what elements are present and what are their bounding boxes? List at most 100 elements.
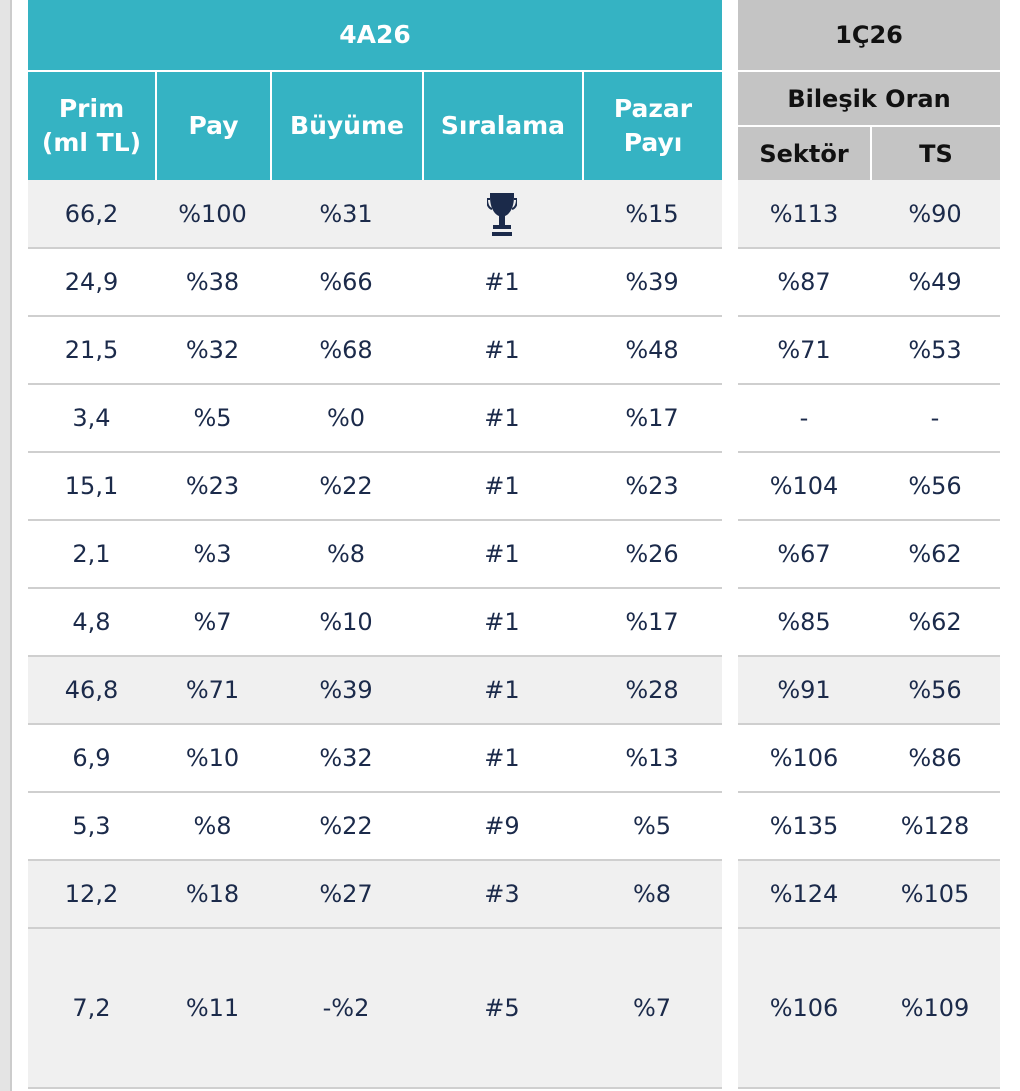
cell: %0 bbox=[326, 404, 366, 432]
side-bar bbox=[0, 0, 12, 1091]
row-bg bbox=[738, 316, 1000, 384]
cell: 66,2 bbox=[64, 200, 119, 228]
cell: %3 bbox=[193, 540, 232, 568]
cell: %8 bbox=[632, 880, 672, 908]
cell: %15 bbox=[625, 200, 679, 228]
row-bg bbox=[738, 724, 1000, 792]
cell: 6,9 bbox=[72, 744, 111, 772]
row-bg bbox=[28, 384, 722, 452]
cell: %85 bbox=[777, 608, 831, 636]
row-divider bbox=[28, 519, 722, 521]
cell: %71 bbox=[185, 676, 240, 704]
row-divider bbox=[28, 451, 722, 453]
row-divider bbox=[738, 927, 1000, 929]
cell: %66 bbox=[319, 268, 373, 296]
column-header: Pay bbox=[157, 72, 270, 180]
row-bg bbox=[738, 792, 1000, 860]
header-title: 1Ç26 bbox=[738, 0, 1000, 70]
cell: #1 bbox=[484, 336, 520, 364]
cell: %39 bbox=[319, 676, 373, 704]
row-divider bbox=[28, 587, 722, 589]
cell: %10 bbox=[185, 744, 240, 772]
cell: %32 bbox=[319, 744, 373, 772]
cell: %26 bbox=[625, 540, 679, 568]
cell: 12,2 bbox=[64, 880, 119, 908]
cell: %32 bbox=[185, 336, 240, 364]
row-divider bbox=[738, 723, 1000, 725]
cell: 15,1 bbox=[64, 472, 119, 500]
cell: %31 bbox=[319, 200, 373, 228]
cell: %27 bbox=[319, 880, 373, 908]
cell: %8 bbox=[326, 540, 366, 568]
cell: %67 bbox=[777, 540, 831, 568]
cell: %104 bbox=[769, 472, 839, 500]
cell: %68 bbox=[319, 336, 373, 364]
column-header: Sıralama bbox=[424, 72, 582, 180]
column-header: Prim (ml TL) bbox=[28, 72, 155, 180]
trophy bbox=[487, 193, 517, 236]
cell: %5 bbox=[632, 812, 672, 840]
cell: 2,1 bbox=[72, 540, 111, 568]
row-bg bbox=[738, 656, 1000, 724]
cell: 21,5 bbox=[64, 336, 119, 364]
row-bg bbox=[28, 656, 722, 724]
cell: %7 bbox=[193, 608, 232, 636]
cell: %17 bbox=[625, 608, 679, 636]
row-divider bbox=[738, 383, 1000, 385]
row-bg bbox=[28, 180, 722, 248]
cell: %5 bbox=[193, 404, 232, 432]
cell: %106 bbox=[769, 744, 839, 772]
row-bg bbox=[28, 520, 722, 588]
cell: %53 bbox=[908, 336, 962, 364]
cell: %7 bbox=[632, 994, 672, 1022]
column-header: Büyüme bbox=[272, 72, 422, 180]
cell: 46,8 bbox=[64, 676, 119, 704]
row-bg bbox=[738, 520, 1000, 588]
cell: %13 bbox=[625, 744, 679, 772]
row-divider bbox=[28, 383, 722, 385]
cell: %71 bbox=[777, 336, 831, 364]
row-bg bbox=[28, 860, 722, 928]
row-divider bbox=[28, 723, 722, 725]
column-header: TS bbox=[872, 127, 1000, 180]
cell: %62 bbox=[908, 608, 962, 636]
cell: %17 bbox=[625, 404, 679, 432]
cell: %87 bbox=[777, 268, 831, 296]
row-bg bbox=[738, 928, 1000, 1088]
header-title: 4A26 bbox=[28, 0, 722, 70]
cell: %48 bbox=[625, 336, 679, 364]
row-bg bbox=[28, 248, 722, 316]
column-header: Pazar Payı bbox=[584, 72, 722, 180]
cell: #1 bbox=[484, 676, 520, 704]
trophy-icon bbox=[422, 180, 582, 248]
cell: #3 bbox=[484, 880, 520, 908]
row-divider bbox=[738, 587, 1000, 589]
row-divider bbox=[28, 315, 722, 317]
row-bg bbox=[738, 248, 1000, 316]
row-divider bbox=[738, 451, 1000, 453]
cell: %100 bbox=[178, 200, 247, 228]
cell: 5,3 bbox=[72, 812, 111, 840]
cell: #1 bbox=[484, 268, 520, 296]
row-bg bbox=[28, 316, 722, 384]
cell: %135 bbox=[769, 812, 839, 840]
cell: %62 bbox=[908, 540, 962, 568]
row-bg bbox=[28, 724, 722, 792]
row-divider bbox=[28, 247, 722, 249]
cell: - bbox=[799, 404, 809, 432]
cell: %56 bbox=[908, 472, 962, 500]
row-bg bbox=[28, 792, 722, 860]
cell: %105 bbox=[900, 880, 970, 908]
row-divider bbox=[738, 315, 1000, 317]
cell: %28 bbox=[625, 676, 679, 704]
row-bg bbox=[28, 452, 722, 520]
cell: 7,2 bbox=[72, 994, 111, 1022]
cell: 24,9 bbox=[64, 268, 119, 296]
cell: #1 bbox=[484, 540, 520, 568]
row-bg bbox=[28, 588, 722, 656]
cell: %128 bbox=[900, 812, 970, 840]
row-bg bbox=[738, 452, 1000, 520]
cell: %90 bbox=[908, 200, 962, 228]
cell: %106 bbox=[769, 994, 839, 1022]
